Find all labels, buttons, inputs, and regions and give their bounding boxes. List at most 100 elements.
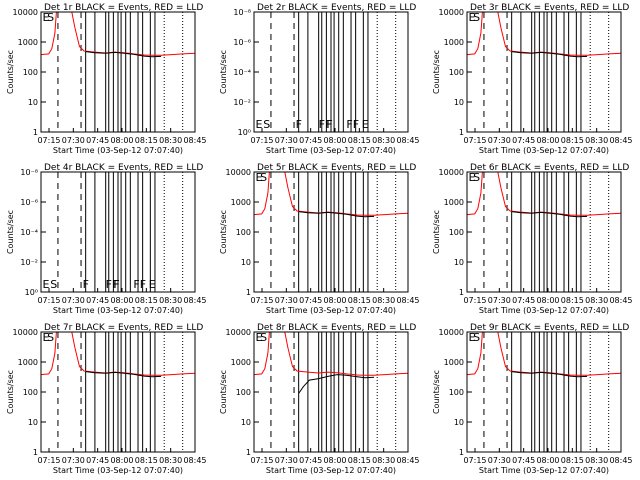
y-tick-label: 100	[236, 228, 251, 237]
x-axis-title: Start Time (03-Sep-12 07:07:40)	[479, 306, 609, 315]
x-tick-label: 07:30	[488, 296, 511, 305]
x-tick-label: 07:30	[488, 136, 511, 145]
event-marker-label: E	[469, 171, 476, 184]
y-tick-label: 10	[454, 258, 464, 267]
event-marker-label: E	[256, 118, 263, 131]
y-axis-title: Counts/sec	[219, 210, 228, 254]
y-tick-label: 1	[459, 288, 464, 297]
y-tick-label: 1000	[231, 358, 251, 367]
chart-panel-8: Det 8r BLACK = Events, RED = LLD 1 10 100 10…	[219, 323, 420, 475]
x-tick-label: 08:00	[536, 456, 559, 465]
x-tick-label: 08:30	[159, 456, 182, 465]
plot-frame	[40, 11, 196, 133]
x-tick-label: 07:45	[86, 456, 109, 465]
x-tick-label: 08:00	[323, 136, 346, 145]
x-tick-label: 08:15	[348, 136, 371, 145]
x-tick-label: 07:45	[299, 296, 322, 305]
y-tick-label: 1000	[444, 198, 464, 207]
chart-panel-4: Det 4r BLACK = Events, RED = LLD 10⁰ 10⁻² 1…	[6, 163, 207, 315]
x-tick-label: 07:45	[86, 296, 109, 305]
event-marker-label: F	[326, 118, 332, 131]
x-tick-label: 08:45	[609, 456, 632, 465]
x-tick-label: 08:45	[396, 136, 419, 145]
x-tick-label: 08:00	[110, 136, 133, 145]
chart-panel-1: Det 1r BLACK = Events, RED = LLD 1 10 100 10…	[6, 3, 207, 155]
y-tick-label: 100	[236, 388, 251, 397]
x-tick-label: 07:15	[463, 456, 486, 465]
x-tick-label: 08:30	[372, 296, 395, 305]
event-marker-label: E	[149, 278, 156, 291]
x-tick-label: 07:15	[250, 456, 273, 465]
y-tick-label: 10⁻⁸	[233, 8, 251, 17]
y-tick-label: 1	[33, 128, 38, 137]
chart-title: Det 7r BLACK = Events, RED = LLD	[44, 323, 203, 333]
y-tick-label: 10⁻²	[233, 98, 251, 107]
x-tick-label: 08:00	[536, 296, 559, 305]
y-axis-title: Counts/sec	[219, 50, 228, 94]
event-marker-label: S	[260, 331, 267, 344]
event-marker-label: E	[256, 171, 263, 184]
x-tick-label: 07:45	[512, 296, 535, 305]
x-tick-label: 08:45	[396, 456, 419, 465]
x-tick-label: 08:15	[561, 296, 584, 305]
y-tick-label: 100	[449, 228, 464, 237]
x-tick-label: 08:15	[135, 136, 158, 145]
chart-panel-3: Det 3r BLACK = Events, RED = LLD 1 10 100 10…	[432, 3, 633, 155]
event-marker-label: FF	[319, 118, 332, 131]
x-axis-title: Start Time (03-Sep-12 07:07:40)	[479, 466, 609, 475]
events-series-line	[511, 51, 588, 58]
plot-frame	[466, 171, 622, 293]
x-tick-label: 08:00	[110, 296, 133, 305]
event-marker-label: S	[473, 171, 480, 184]
x-axis-title: Start Time (03-Sep-12 07:07:40)	[266, 306, 396, 315]
chart-panel-5: Det 5r BLACK = Events, RED = LLD 1 10 100 10…	[219, 163, 420, 315]
x-axis-title: Start Time (03-Sep-12 07:07:40)	[266, 466, 396, 475]
y-axis-title: Counts/sec	[432, 50, 441, 94]
x-tick-label: 07:15	[37, 136, 60, 145]
y-tick-label: 100	[449, 388, 464, 397]
y-tick-label: 10⁰	[238, 128, 251, 137]
x-tick-label: 07:30	[62, 456, 85, 465]
x-tick-label: 08:45	[183, 136, 206, 145]
x-tick-label: 07:30	[275, 136, 298, 145]
x-tick-label: 08:00	[110, 456, 133, 465]
x-tick-label: 07:30	[62, 136, 85, 145]
chart-title: Det 1r BLACK = Events, RED = LLD	[44, 3, 203, 13]
x-tick-label: 07:30	[275, 296, 298, 305]
events-series-line	[511, 371, 588, 378]
event-marker-label: S	[263, 118, 270, 131]
x-axis-title: Start Time (03-Sep-12 07:07:40)	[53, 146, 183, 155]
x-tick-label: 08:45	[609, 136, 632, 145]
x-tick-label: 08:30	[372, 456, 395, 465]
chart-title: Det 3r BLACK = Events, RED = LLD	[470, 3, 629, 13]
x-tick-label: 08:30	[585, 136, 608, 145]
y-tick-label: 1000	[444, 358, 464, 367]
event-marker-label: S	[47, 11, 54, 24]
chart-panel-6: Det 6r BLACK = Events, RED = LLD 1 10 100 10…	[432, 163, 633, 315]
y-tick-label: 10	[28, 98, 38, 107]
lld-series-line	[253, 331, 409, 376]
x-tick-label: 08:30	[372, 136, 395, 145]
y-tick-label: 1	[246, 288, 251, 297]
events-series-line	[298, 374, 375, 394]
chart-title: Det 4r BLACK = Events, RED = LLD	[44, 163, 203, 173]
event-marker-label: FF	[106, 278, 119, 291]
x-tick-label: 08:15	[135, 296, 158, 305]
y-tick-label: 10000	[439, 8, 464, 17]
chart-panel-2: Det 2r BLACK = Events, RED = LLD 10⁰ 10⁻² 1…	[219, 3, 420, 155]
y-axis-title: Counts/sec	[6, 370, 15, 414]
plot-frame	[466, 11, 622, 133]
y-tick-label: 10	[241, 418, 251, 427]
events-series-line	[511, 211, 588, 218]
y-tick-label: 10000	[439, 328, 464, 337]
y-tick-label: 10000	[226, 168, 251, 177]
y-tick-label: 100	[23, 68, 38, 77]
plot-frame	[40, 171, 196, 293]
event-marker-label: S	[50, 278, 57, 291]
y-tick-label: 10⁻⁶	[20, 198, 38, 207]
y-tick-label: 1	[33, 448, 38, 457]
x-tick-label: 08:30	[159, 296, 182, 305]
x-tick-label: 07:30	[62, 296, 85, 305]
x-tick-label: 07:30	[275, 456, 298, 465]
